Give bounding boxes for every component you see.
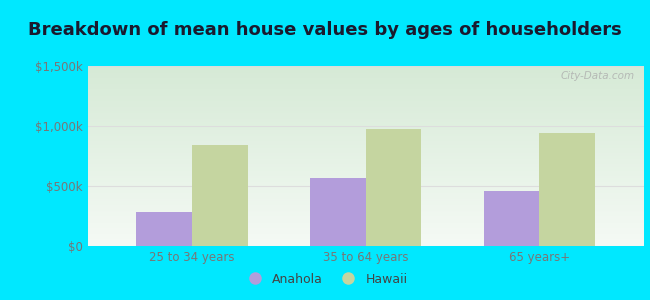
Bar: [192, 145, 248, 246]
Text: Breakdown of mean house values by ages of householders: Breakdown of mean house values by ages o…: [28, 21, 622, 39]
Bar: [484, 191, 540, 246]
Bar: [310, 178, 365, 246]
Bar: [540, 133, 595, 246]
Legend: Anahola, Hawaii: Anahola, Hawaii: [237, 268, 413, 291]
Text: City-Data.com: City-Data.com: [561, 71, 635, 81]
Bar: [136, 212, 192, 246]
Bar: [365, 129, 421, 246]
